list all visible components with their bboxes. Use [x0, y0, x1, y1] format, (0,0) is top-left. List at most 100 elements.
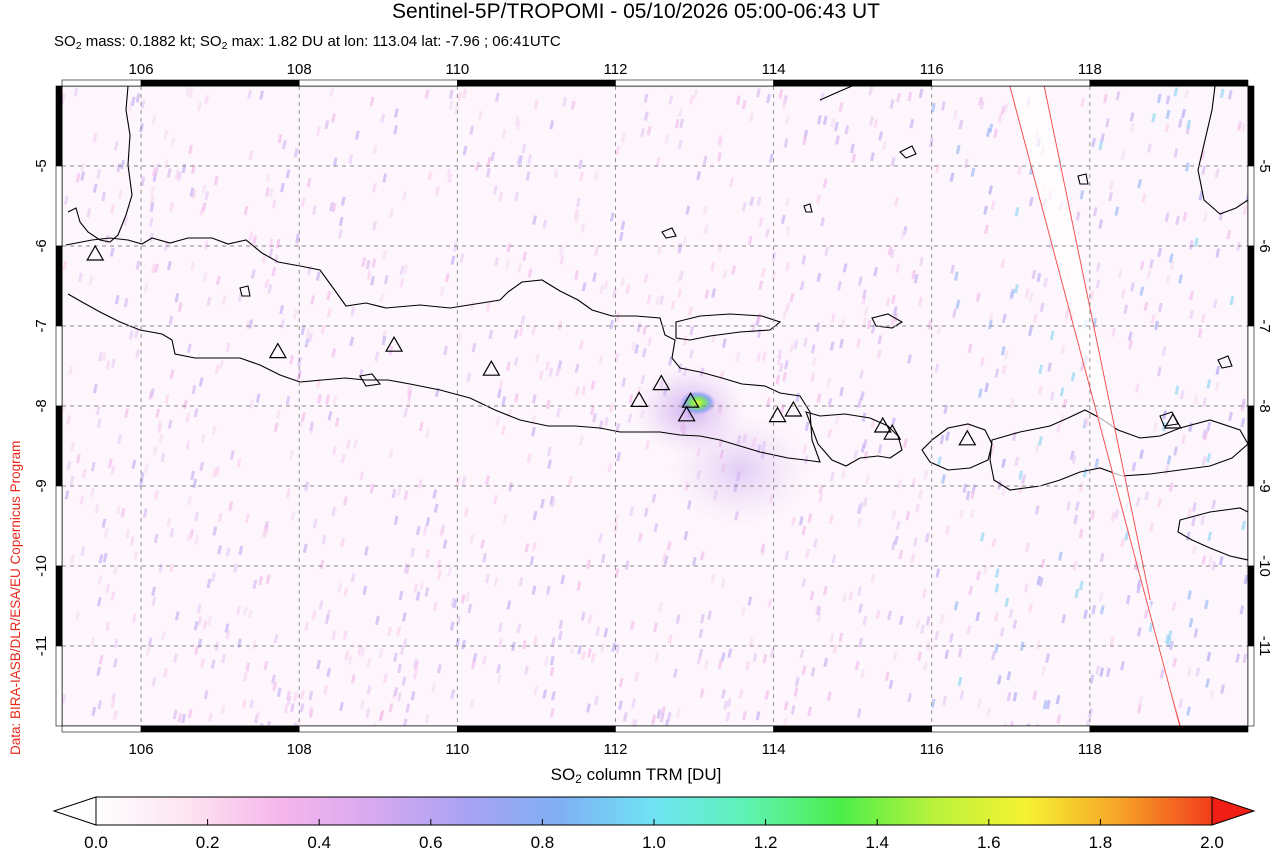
so2-pixel	[105, 583, 111, 594]
so2-pixel	[160, 452, 166, 463]
lat-tick-label-right: -8	[1256, 399, 1272, 412]
so2-pixel	[758, 280, 764, 291]
so2-pixel	[595, 626, 601, 637]
so2-pixel	[664, 134, 670, 144]
so2-pixel	[922, 588, 927, 599]
so2-pixel	[869, 116, 874, 126]
so2-pixel	[953, 110, 958, 120]
so2-pixel	[910, 553, 916, 564]
right-frame-segment	[1247, 245, 1255, 327]
so2-pixel	[767, 598, 773, 608]
so2-pixel	[282, 139, 287, 150]
so2-pixel	[868, 86, 874, 96]
so2-pixel	[785, 261, 791, 272]
so2-pixel	[286, 488, 291, 498]
so2-pixel	[76, 453, 81, 464]
so2-pixel	[315, 271, 321, 281]
so2-pixel	[703, 224, 709, 235]
so2-pixel	[618, 700, 623, 710]
so2-pixel	[493, 577, 499, 587]
lat-tick-label-right: -11	[1256, 636, 1272, 657]
so2-pixel	[1094, 458, 1100, 468]
so2-pixel	[815, 194, 821, 204]
colorbar-tick-label: 0.0	[84, 833, 108, 852]
so2-pixel	[402, 638, 408, 648]
so2-pixel	[492, 185, 498, 195]
so2-pixel	[424, 587, 430, 597]
so2-pixel	[994, 583, 1000, 593]
so2-pixel	[250, 269, 256, 279]
so2-pixel	[236, 605, 241, 616]
so2-pixel	[668, 356, 673, 366]
so2-pixel	[1079, 190, 1085, 200]
so2-pixel	[1043, 277, 1049, 288]
colorbar-tick-label: 1.6	[977, 833, 1001, 852]
so2-pixel	[113, 638, 119, 649]
so2-pixel	[675, 614, 681, 624]
so2-pixel	[399, 278, 405, 288]
so2-pixel	[461, 476, 467, 486]
so2-pixel	[305, 328, 311, 339]
so2-pixel	[154, 263, 159, 273]
so2-pixel	[1168, 253, 1174, 263]
so2-pixel	[228, 501, 234, 511]
so2-pixel	[829, 471, 835, 482]
so2-pixel	[236, 458, 242, 468]
so2-pixel	[603, 280, 609, 290]
lat-tick-label-left: -6	[33, 239, 50, 252]
so2-pixel	[187, 496, 193, 506]
so2-pixel	[406, 398, 412, 408]
so2-pixel	[133, 550, 139, 561]
so2-pixel	[1078, 528, 1084, 539]
top-frame-segment	[140, 79, 300, 87]
so2-pixel	[469, 698, 475, 709]
so2-pixel	[1059, 387, 1065, 397]
so2-pixel	[943, 404, 949, 415]
so2-pixel	[725, 711, 731, 722]
so2-pixel	[891, 294, 896, 305]
so2-pixel	[1149, 259, 1154, 269]
so2-pixel	[1117, 268, 1123, 279]
so2-pixel	[1109, 636, 1115, 646]
so2-pixel	[485, 573, 490, 584]
so2-pixel	[186, 343, 192, 353]
bottom-frame-segment	[140, 725, 300, 733]
so2-pixel	[890, 316, 896, 326]
so2-pixel	[984, 224, 989, 235]
so2-pixel	[168, 315, 174, 326]
so2-pixel	[1074, 588, 1080, 599]
so2-pixel	[293, 692, 298, 702]
lat-tick-label-left: -10	[33, 555, 50, 577]
so2-pixel	[742, 711, 747, 721]
so2-pixel	[289, 703, 295, 713]
so2-pixel	[1004, 597, 1010, 608]
so2-pixel	[113, 710, 118, 720]
so2-pixel	[1204, 599, 1209, 610]
so2-pixel	[975, 292, 981, 303]
so2-pixel	[1036, 272, 1042, 283]
so2-pixel	[994, 368, 1000, 378]
so2-pixel	[532, 635, 538, 646]
so2-pixel	[357, 645, 363, 656]
so2-pixel	[885, 297, 891, 307]
so2-pixel	[557, 360, 563, 370]
so2-pixel	[117, 434, 122, 444]
so2-pixel	[524, 665, 529, 675]
so2-pixel	[1189, 309, 1194, 320]
so2-pixel	[634, 344, 640, 354]
so2-pixel	[113, 565, 118, 575]
so2-pixel	[431, 683, 437, 693]
so2-pixel	[101, 191, 107, 202]
so2-pixel	[953, 601, 959, 611]
so2-pixel	[157, 423, 163, 433]
colorbar-tick-label: 1.8	[1089, 833, 1113, 852]
so2-pixel	[839, 386, 845, 397]
so2-pixel	[634, 672, 639, 682]
so2-pixel	[918, 489, 923, 499]
so2-pixel	[454, 104, 459, 115]
so2-pixel	[615, 644, 621, 654]
so2-pixel	[1215, 365, 1221, 376]
so2-pixel	[289, 449, 294, 460]
so2-pixel	[1243, 574, 1248, 585]
so2-pixel	[331, 506, 337, 517]
